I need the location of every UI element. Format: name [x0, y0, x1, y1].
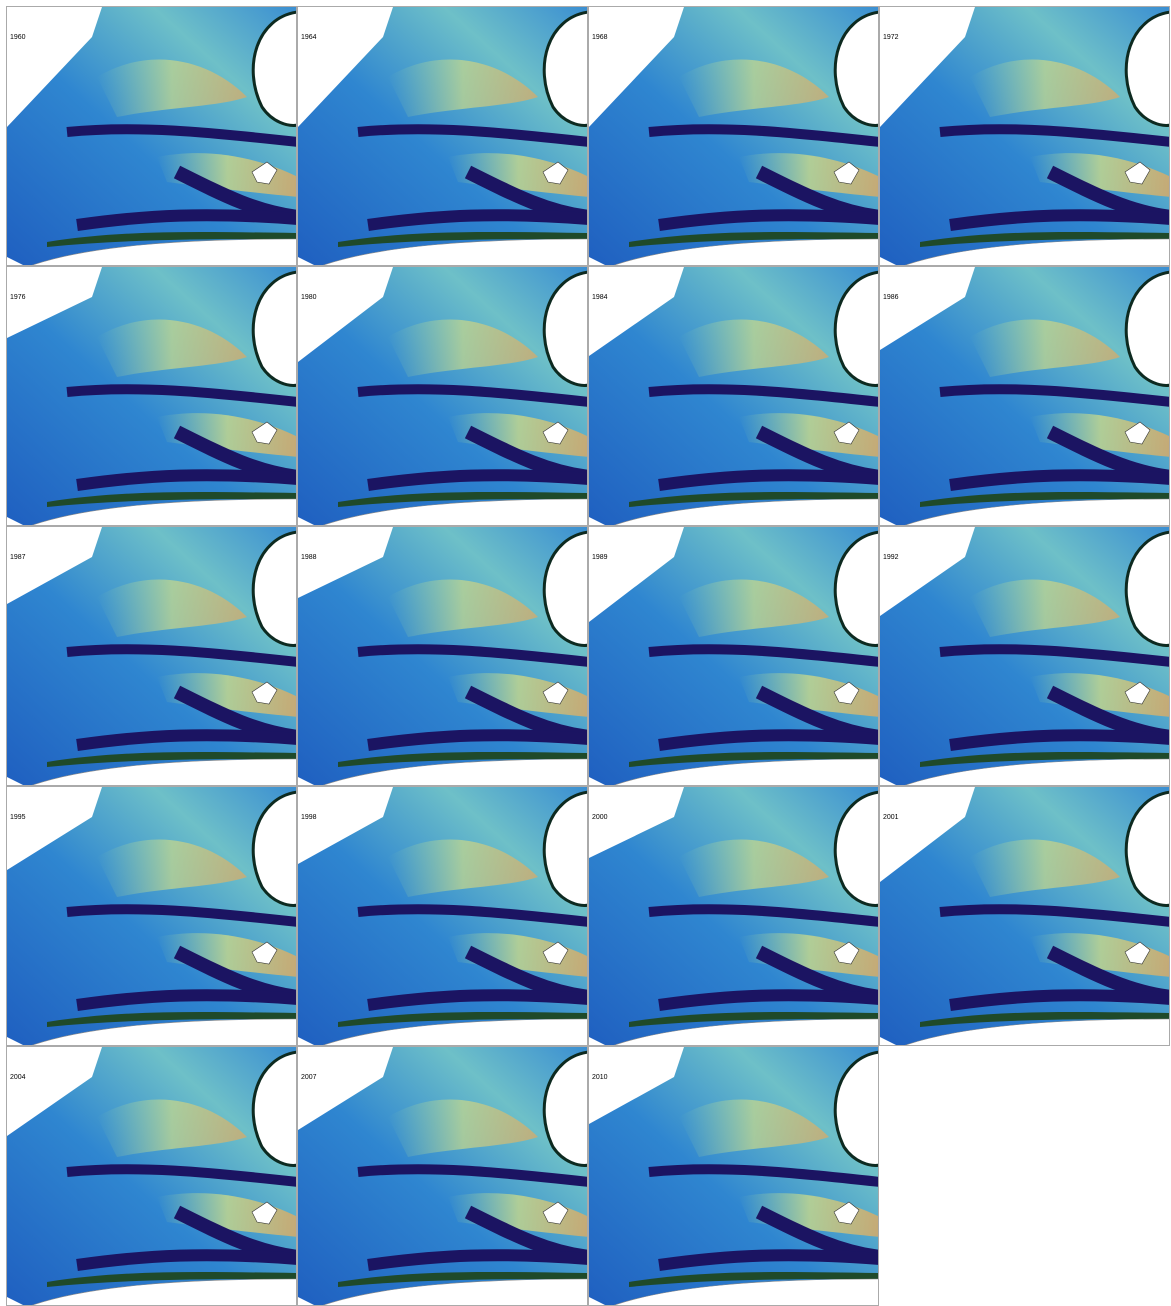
map-panel: 1980 — [297, 266, 588, 526]
bathymetry-map — [7, 787, 297, 1046]
year-label: 2000 — [592, 814, 608, 821]
bathymetry-map — [589, 527, 879, 786]
bathymetry-map — [298, 7, 588, 266]
bathymetry-map — [589, 267, 879, 526]
map-panel: 1988 — [297, 526, 588, 786]
bathymetry-map — [298, 1047, 588, 1306]
year-label: 1976 — [10, 294, 26, 301]
year-label: 1964 — [301, 34, 317, 41]
year-label: 1960 — [10, 34, 26, 41]
bathymetry-map — [880, 267, 1170, 526]
map-panel: 2010 — [588, 1046, 879, 1306]
map-panel: 2001 — [879, 786, 1170, 1046]
map-panel: 1972 — [879, 6, 1170, 266]
map-panel: 1984 — [588, 266, 879, 526]
bathymetry-map — [589, 1047, 879, 1306]
year-label: 1995 — [10, 814, 26, 821]
year-label: 1972 — [883, 34, 899, 41]
year-label: 2010 — [592, 1074, 608, 1081]
year-label: 1992 — [883, 554, 899, 561]
map-panel: 2004 — [6, 1046, 297, 1306]
page: 1960 1964 1968 — [0, 0, 1171, 1302]
map-panel: 1989 — [588, 526, 879, 786]
year-label: 1998 — [301, 814, 317, 821]
year-label: 1988 — [301, 554, 317, 561]
map-panel: 1987 — [6, 526, 297, 786]
year-label: 2004 — [10, 1074, 26, 1081]
year-label: 1987 — [10, 554, 26, 561]
year-label: 1989 — [592, 554, 608, 561]
year-label: 1980 — [301, 294, 317, 301]
map-panel: 1995 — [6, 786, 297, 1046]
year-label: 1984 — [592, 294, 608, 301]
map-panel: 1960 — [6, 6, 297, 266]
bathymetry-map — [7, 7, 297, 266]
bathymetry-map — [7, 267, 297, 526]
bathymetry-map — [298, 787, 588, 1046]
bathymetry-map — [298, 267, 588, 526]
year-label: 1968 — [592, 34, 608, 41]
map-panel: 1986 — [879, 266, 1170, 526]
bathymetry-map — [7, 527, 297, 786]
map-panel: 1964 — [297, 6, 588, 266]
map-panel: 1992 — [879, 526, 1170, 786]
bathymetry-map — [298, 527, 588, 786]
map-panel: 2000 — [588, 786, 879, 1046]
map-panel: 2007 — [297, 1046, 588, 1306]
year-label: 1986 — [883, 294, 899, 301]
bathymetry-map — [880, 787, 1170, 1046]
bathymetry-map — [7, 1047, 297, 1306]
map-panel: 1976 — [6, 266, 297, 526]
bathymetry-map — [880, 527, 1170, 786]
year-label: 2001 — [883, 814, 899, 821]
bathymetry-map — [880, 7, 1170, 266]
year-label: 2007 — [301, 1074, 317, 1081]
map-panel: 1998 — [297, 786, 588, 1046]
map-panel: 1968 — [588, 6, 879, 266]
bathymetry-map — [589, 7, 879, 266]
panel-grid: 1960 1964 1968 — [6, 6, 1168, 1302]
bathymetry-map — [589, 787, 879, 1046]
